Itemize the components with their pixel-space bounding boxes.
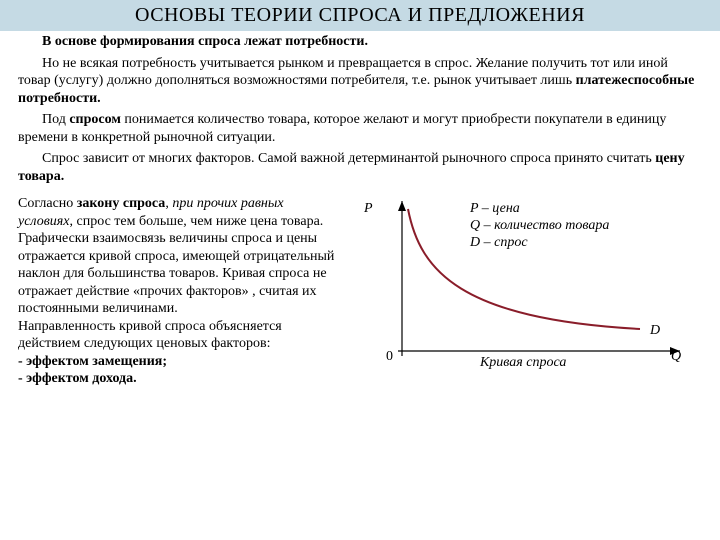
left-para-1: Согласно закону спроса, при прочих равны… [18, 195, 342, 230]
para-2: Но не всякая потребность учитывается рын… [0, 53, 720, 110]
left-bullet-1: - эффектом замещения; [18, 353, 342, 371]
para-3a: Под [42, 112, 69, 127]
demand-curve [408, 209, 640, 329]
para-4: Спрос зависит от многих факторов. Самой … [0, 148, 720, 187]
two-column-region: Согласно закону спроса, при прочих равны… [0, 195, 720, 388]
left-para-3: Направленность кривой спроса объясняется… [18, 318, 342, 353]
left-para-2: Графически взаимосвязь величины спроса и… [18, 230, 342, 318]
left-text-column: Согласно закону спроса, при прочих равны… [0, 195, 342, 388]
y-axis-arrow [398, 201, 406, 211]
curve-caption: Кривая спроса [480, 355, 566, 371]
chart-column: P – цена Q – количество товара D – спрос… [350, 195, 700, 388]
axis-origin: 0 [386, 349, 393, 365]
para-3: Под спросом понимается количество товара… [0, 109, 720, 148]
para-1: В основе формирования спроса лежат потре… [0, 31, 720, 53]
para-3b: спросом [69, 112, 121, 127]
para-2a: Но не всякая потребность учитывается рын… [18, 56, 668, 89]
axis-label-p: P [364, 201, 373, 217]
left-bullet-2: - эффектом дохода. [18, 370, 342, 388]
page-title: ОСНОВЫ ТЕОРИИ СПРОСА И ПРЕДЛОЖЕНИЯ [0, 0, 720, 31]
axis-label-q: Q [671, 349, 681, 365]
axis-label-d: D [650, 323, 660, 339]
para-1-text: В основе формирования спроса лежат потре… [42, 34, 368, 49]
para-4a: Спрос зависит от многих факторов. Самой … [42, 151, 655, 166]
law-term: закону спроса [77, 196, 166, 211]
